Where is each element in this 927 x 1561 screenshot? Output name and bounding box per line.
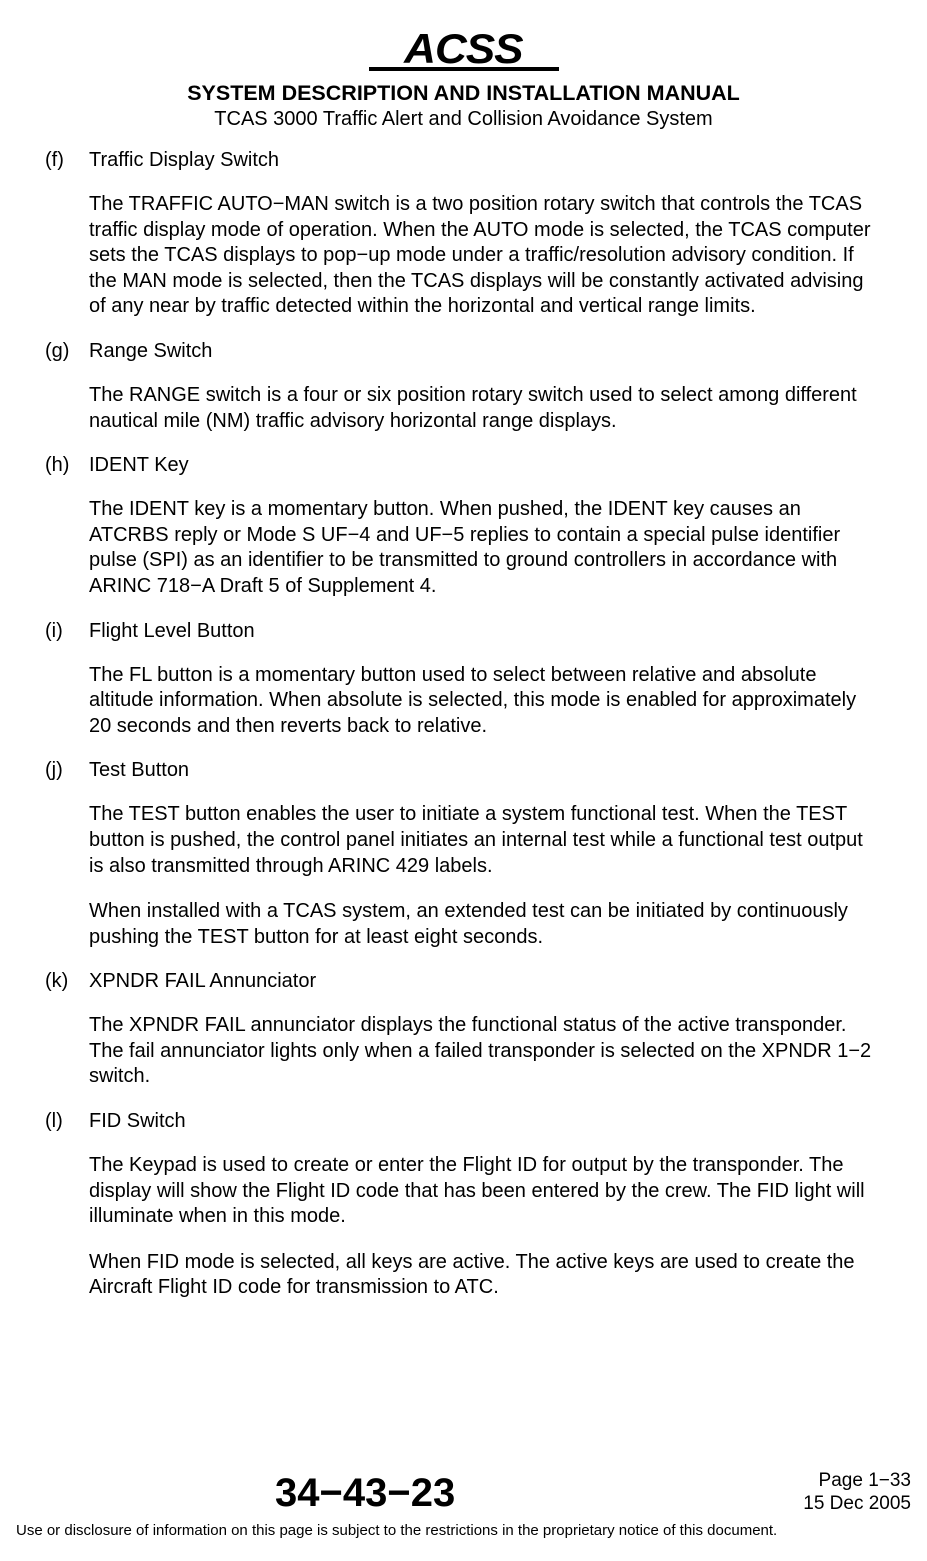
paragraph: The TRAFFIC AUTO−MAN switch is a two pos…	[89, 192, 882, 320]
section-marker: (l)	[45, 1110, 89, 1133]
section-heading: Range Switch	[89, 340, 212, 363]
section-body: The TEST button enables the user to init…	[89, 802, 882, 950]
section-heading: Traffic Display Switch	[89, 149, 279, 172]
section-header-row: (h)IDENT Key	[45, 454, 882, 477]
section: (h)IDENT Key The IDENT key is a momentary…	[45, 454, 882, 599]
footer-main-row: 34−43−23 Page 1−33 15 Dec 2005	[45, 1469, 911, 1517]
section-body: The IDENT key is a momentary button. Whe…	[89, 497, 882, 599]
section-body: The XPNDR FAIL annunciator displays the …	[89, 1013, 882, 1090]
section-header-row: (f)Traffic Display Switch	[45, 149, 882, 172]
document-title: SYSTEM DESCRIPTION AND INSTALLATION MANU…	[45, 81, 882, 106]
page-meta: Page 1−33 15 Dec 2005	[803, 1469, 911, 1517]
paragraph: The TEST button enables the user to init…	[89, 802, 882, 879]
revision-date: 15 Dec 2005	[803, 1492, 911, 1516]
section-marker: (g)	[45, 340, 89, 363]
paragraph: When installed with a TCAS system, an ex…	[89, 899, 882, 950]
proprietary-notice: Use or disclosure of information on this…	[16, 1522, 911, 1539]
section: (g)Range Switch The RANGE switch is a fou…	[45, 340, 882, 434]
content-body: (f)Traffic Display Switch The TRAFFIC AUT…	[45, 149, 882, 1301]
section-heading: IDENT Key	[89, 454, 189, 477]
section-header-row: (l)FID Switch	[45, 1110, 882, 1133]
section-body: The FL button is a momentary button used…	[89, 663, 882, 740]
section-header-row: (k)XPNDR FAIL Annunciator	[45, 970, 882, 993]
paragraph: The RANGE switch is a four or six positi…	[89, 383, 882, 434]
section-header-row: (g)Range Switch	[45, 340, 882, 363]
section-marker: (i)	[45, 620, 89, 643]
section: (j)Test Button The TEST button enables th…	[45, 759, 882, 950]
section: (k)XPNDR FAIL Annunciator The XPNDR FAIL …	[45, 970, 882, 1090]
document-code: 34−43−23	[275, 1471, 455, 1516]
section-marker: (k)	[45, 970, 89, 993]
paragraph: The XPNDR FAIL annunciator displays the …	[89, 1013, 882, 1090]
logo-block: ACSS	[45, 25, 882, 71]
section-marker: (j)	[45, 759, 89, 782]
section-heading: FID Switch	[89, 1110, 186, 1133]
section-heading: Flight Level Button	[89, 620, 255, 643]
paragraph: The Keypad is used to create or enter th…	[89, 1153, 882, 1230]
section-header-row: (i)Flight Level Button	[45, 620, 882, 643]
document-subtitle: TCAS 3000 Traffic Alert and Collision Av…	[45, 108, 882, 131]
section: (i)Flight Level Button The FL button is a…	[45, 620, 882, 740]
section-marker: (f)	[45, 149, 89, 172]
section-body: The TRAFFIC AUTO−MAN switch is a two pos…	[89, 192, 882, 320]
paragraph: The IDENT key is a momentary button. Whe…	[89, 497, 882, 599]
paragraph: When FID mode is selected, all keys are …	[89, 1250, 882, 1301]
section-heading: Test Button	[89, 759, 189, 782]
section: (f)Traffic Display Switch The TRAFFIC AUT…	[45, 149, 882, 320]
brand-logo: ACSS	[404, 25, 522, 73]
page-number: Page 1−33	[803, 1469, 911, 1493]
section-heading: XPNDR FAIL Annunciator	[89, 970, 316, 993]
page-footer: 34−43−23 Page 1−33 15 Dec 2005 Use or di…	[0, 1469, 927, 1540]
paragraph: The FL button is a momentary button used…	[89, 663, 882, 740]
section: (l)FID Switch The Keypad is used to creat…	[45, 1110, 882, 1301]
section-body: The RANGE switch is a four or six positi…	[89, 383, 882, 434]
section-header-row: (j)Test Button	[45, 759, 882, 782]
section-marker: (h)	[45, 454, 89, 477]
section-body: The Keypad is used to create or enter th…	[89, 1153, 882, 1301]
document-page: ACSS SYSTEM DESCRIPTION AND INSTALLATION…	[0, 0, 927, 1561]
